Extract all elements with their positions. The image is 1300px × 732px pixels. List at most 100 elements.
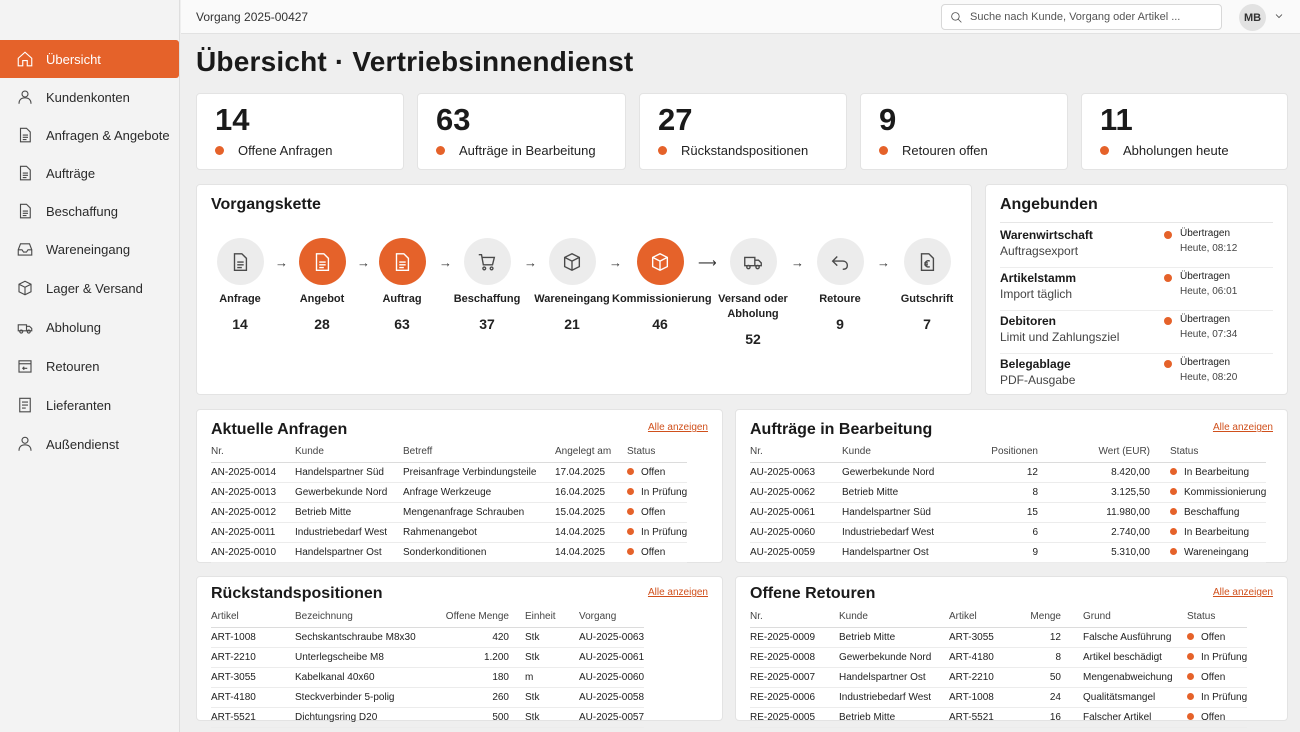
- kpi-label: Aufträge in Bearbeitung: [459, 143, 596, 158]
- table-row[interactable]: RE-2025-0006 Industriebedarf West ART-1008…: [750, 687, 1248, 708]
- cell: 11.980,00: [1046, 502, 1158, 523]
- sidebar-item-anfragen-angebote[interactable]: Anfragen & Angebote: [0, 116, 179, 154]
- cell: ART-4180: [949, 647, 1011, 668]
- sidebar-item-lieferanten[interactable]: Lieferanten: [0, 386, 179, 424]
- table-row[interactable]: AN-2025-0012 Betrieb Mitte Mengenanfrage S…: [211, 502, 688, 523]
- kpi-card-auftraege[interactable]: 63 Aufträge in Bearbeitung: [417, 93, 626, 170]
- avatar[interactable]: MB: [1239, 4, 1266, 31]
- chain-step-beschaffung[interactable]: Beschaffung 37: [439, 238, 535, 332]
- document-icon: [298, 238, 346, 285]
- table-row[interactable]: AN-2025-0011 Industriebedarf West Rahmenan…: [211, 522, 688, 543]
- timestamp: Heute, 07:34: [1180, 329, 1238, 340]
- table-row[interactable]: AN-2025-0014 Handelspartner Süd Preisanfra…: [211, 462, 688, 483]
- column-header[interactable]: Nr.: [750, 442, 842, 463]
- status-dot: [1164, 274, 1172, 282]
- chevron-down-icon[interactable]: [1273, 9, 1285, 21]
- chain-step-wareneingang[interactable]: Wareneingang 21: [524, 238, 620, 332]
- column-header[interactable]: Menge: [1011, 607, 1069, 628]
- chain-step-anfrage[interactable]: Anfrage 14: [192, 238, 288, 332]
- column-header[interactable]: Wert (EUR): [1046, 442, 1158, 463]
- sidebar-item-auftraege[interactable]: Aufträge: [0, 154, 179, 192]
- status-cell: Wareneingang: [1158, 542, 1267, 563]
- column-header[interactable]: Status: [1179, 607, 1248, 628]
- chain-step-angebot[interactable]: Angebot 28: [274, 238, 370, 332]
- table-row[interactable]: ART-3055 Kabelkanal 40x60 180 m AU-2025-0060: [211, 667, 645, 688]
- show-all-link[interactable]: Alle anzeigen: [1212, 422, 1273, 433]
- column-header[interactable]: Kunde: [842, 442, 962, 463]
- kpi-label-row: Offene Anfragen: [215, 143, 332, 158]
- table-row[interactable]: RE-2025-0005 Betrieb Mitte ART-5521 16 Falsc…: [750, 707, 1248, 728]
- sidebar-item-abholung[interactable]: Abholung: [0, 308, 179, 346]
- sidebar-item-uebersicht[interactable]: Übersicht: [0, 40, 179, 78]
- step-label: Kommissionierung: [612, 293, 712, 305]
- sidebar-item-aussendienst[interactable]: Außendienst: [0, 425, 179, 463]
- kpi-card-offene-anfragen[interactable]: 14 Offene Anfragen: [196, 93, 404, 170]
- user-icon: [16, 88, 34, 106]
- show-all-link[interactable]: Alle anzeigen: [647, 587, 708, 598]
- table-row[interactable]: RE-2025-0007 Handelspartner Ost ART-2210 50…: [750, 667, 1248, 688]
- integration-row[interactable]: Debitoren Limit und Zahlungsziel Übertra…: [1000, 314, 1273, 354]
- kpi-card-rueckstand[interactable]: 27 Rückstandspositionen: [639, 93, 847, 170]
- sidebar: Übersicht Kundenkonten Anfragen & Angebo…: [0, 0, 180, 732]
- kpi-card-retouren[interactable]: 9 Retouren offen: [860, 93, 1068, 170]
- column-header[interactable]: Kunde: [839, 607, 949, 628]
- column-header[interactable]: Bezeichnung: [295, 607, 425, 628]
- table-row[interactable]: ART-2210 Unterlegscheibe M8 1.200 Stk AU-202…: [211, 647, 645, 668]
- integration-row[interactable]: Artikelstamm Import täglich Übertragen H…: [1000, 271, 1273, 311]
- section-title: Vorgangskette: [211, 196, 321, 213]
- table-row[interactable]: AU-2025-0062 Betrieb Mitte 8 3.125,50 Kommis…: [750, 482, 1267, 503]
- truck-icon: [729, 238, 777, 285]
- column-header[interactable]: Status: [627, 442, 688, 463]
- table-row[interactable]: AU-2025-0060 Industriebedarf West 6 2.740,0…: [750, 522, 1267, 543]
- column-header[interactable]: Grund: [1069, 607, 1179, 628]
- cell: Falsche Ausführung: [1069, 627, 1179, 648]
- chain-step-retoure[interactable]: Retoure 9: [792, 238, 888, 332]
- search-input[interactable]: [970, 11, 1210, 23]
- status-dot: [1170, 507, 1177, 515]
- column-header[interactable]: Positionen: [962, 442, 1046, 463]
- sidebar-item-label: Kundenkonten: [46, 89, 130, 105]
- column-header[interactable]: Kunde: [295, 442, 403, 463]
- table-row[interactable]: RE-2025-0009 Betrieb Mitte ART-3055 12 Falsc…: [750, 627, 1248, 648]
- sidebar-item-kundenkonten[interactable]: Kundenkonten: [0, 78, 179, 116]
- chain-step-kommissionierung[interactable]: Kommissionierung 46: [612, 238, 712, 332]
- column-header[interactable]: Einheit: [517, 607, 579, 628]
- table-row[interactable]: ART-4180 Steckverbinder 5-polig 260 Stk AU-2…: [211, 687, 645, 708]
- sidebar-item-retouren[interactable]: Retouren: [0, 347, 179, 385]
- integration-row[interactable]: Belegablage PDF-Ausgabe Übertragen Heute…: [1000, 357, 1273, 391]
- column-header[interactable]: Vorgang: [579, 607, 645, 628]
- arrow-right-icon: →: [877, 255, 890, 270]
- column-header[interactable]: Nr.: [750, 607, 839, 628]
- cell: Mengenanfrage Schrauben: [403, 502, 555, 523]
- table-row[interactable]: ART-1008 Sechskantschraube M8x30 420 Stk AU-…: [211, 627, 645, 648]
- table-row[interactable]: AN-2025-0013 Gewerbekunde Nord Anfrage Wer…: [211, 482, 688, 503]
- table-row[interactable]: AU-2025-0059 Handelspartner Ost 9 5.310,00 W…: [750, 542, 1267, 563]
- table-row[interactable]: AU-2025-0063 Gewerbekunde Nord 12 8.420,00 I…: [750, 462, 1267, 483]
- chain-step-versand-abholung[interactable]: Versand oder Abholung 52: [705, 238, 801, 347]
- column-header[interactable]: Status: [1158, 442, 1267, 463]
- kpi-card-abholungen[interactable]: 11 Abholungen heute: [1081, 93, 1288, 170]
- step-count: 37: [479, 316, 495, 332]
- column-header[interactable]: Nr.: [211, 442, 295, 463]
- chain-step-gutschrift[interactable]: Gutschrift 7: [879, 238, 975, 332]
- column-header[interactable]: Artikel: [949, 607, 1011, 628]
- timestamp: Heute, 08:20: [1180, 372, 1238, 383]
- chain-step-auftrag[interactable]: Auftrag 63: [354, 238, 450, 332]
- column-header[interactable]: Angelegt am: [555, 442, 627, 463]
- search-box[interactable]: [941, 4, 1222, 30]
- table-row[interactable]: AN-2025-0010 Handelspartner Ost Sonderkond…: [211, 542, 688, 563]
- step-label: Anfrage: [219, 293, 261, 305]
- kpi-value: 11: [1100, 102, 1133, 137]
- sidebar-item-lager-versand[interactable]: Lager & Versand: [0, 269, 179, 307]
- table-row[interactable]: AU-2025-0061 Handelspartner Süd 15 11.980,0…: [750, 502, 1267, 523]
- show-all-link[interactable]: Alle anzeigen: [1212, 587, 1273, 598]
- table-row[interactable]: ART-5521 Dichtungsring D20 500 Stk AU-2025-0…: [211, 707, 645, 728]
- column-header[interactable]: Artikel: [211, 607, 295, 628]
- column-header[interactable]: Betreff: [403, 442, 555, 463]
- column-header[interactable]: Offene Menge: [425, 607, 517, 628]
- integration-row[interactable]: Warenwirtschaft Auftragsexport Übertrage…: [1000, 228, 1273, 268]
- sidebar-item-beschaffung[interactable]: Beschaffung: [0, 192, 179, 230]
- table-row[interactable]: RE-2025-0008 Gewerbekunde Nord ART-4180 8 Ar…: [750, 647, 1248, 668]
- sidebar-item-wareneingang[interactable]: Wareneingang: [0, 230, 179, 268]
- show-all-link[interactable]: Alle anzeigen: [647, 422, 708, 433]
